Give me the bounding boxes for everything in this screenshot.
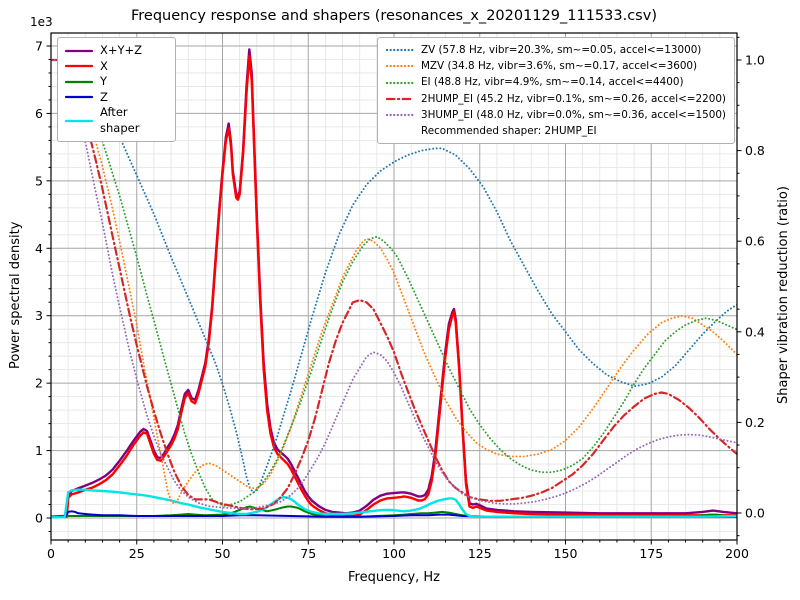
legend-line-sample: [385, 113, 414, 117]
y-left-tick-label: 4: [35, 241, 43, 256]
legend-item-label: X: [100, 58, 108, 73]
y-right-tick-label: 1.0: [745, 53, 765, 68]
legend-item-label: ZV (57.8 Hz, vibr=20.3%, sm~=0.05, accel…: [420, 44, 702, 56]
x-axis-label: Frequency, Hz: [347, 570, 441, 585]
y-right-tick-label: 0.8: [745, 143, 765, 158]
y-left-tick-label: 5: [35, 173, 43, 188]
x-tick-label: 25: [129, 546, 145, 561]
legend-line-sample: [385, 97, 414, 100]
chart-title: Frequency response and shapers (resonanc…: [131, 8, 657, 24]
y-right-tick-label: 0.0: [745, 506, 765, 521]
legend-line-sample: [65, 65, 93, 68]
series-2HUMP_EI: [51, 58, 737, 511]
y-left-tick-label: 2: [35, 376, 43, 391]
legend-item-label: After shaper: [100, 105, 140, 135]
legend-item: 3HUMP_EI (48.0 Hz, vibr=0.0%, sm~=0.36, …: [385, 107, 726, 123]
legend-item: Recommended shaper: 2HUMP_EI: [386, 123, 726, 139]
legend-item-label: Z: [100, 89, 108, 104]
series-MZV: [51, 59, 737, 505]
series-3HUMP_EI: [51, 59, 737, 510]
legend-item: EI (48.8 Hz, vibr=4.9%, sm~=0.14, accel<…: [385, 74, 726, 90]
y-right-tick-label: 0.2: [745, 415, 765, 430]
x-tick-label: 200: [725, 546, 749, 561]
legend-line-sample: [385, 48, 414, 52]
y-right-tick-label: 0.6: [745, 234, 765, 249]
legend-item: MZV (34.8 Hz, vibr=3.6%, sm~=0.17, accel…: [385, 58, 726, 74]
legend-item: X+Y+Z: [65, 43, 166, 59]
y-right-axis-label: Shaper vibration reduction (ratio): [776, 186, 791, 404]
y-left-tick-label: 7: [35, 38, 43, 53]
legend-item-label: Recommended shaper: 2HUMP_EI: [420, 125, 597, 138]
y-left-tick-label: 3: [35, 308, 43, 323]
y-right-tick-label: 0.4: [745, 324, 765, 339]
series-ZV: [51, 59, 737, 494]
legend-item: X: [65, 59, 166, 75]
shaper-legend: ZV (57.8 Hz, vibr=20.3%, sm~=0.05, accel…: [376, 37, 735, 145]
y-left-tick-label: 6: [35, 106, 43, 121]
y-left-axis-label: Power spectral density: [8, 221, 23, 369]
legend-item: After shaper: [65, 105, 166, 136]
legend-item: Y: [65, 74, 166, 90]
legend-line-sample: [65, 80, 93, 83]
x-tick-label: 0: [47, 546, 55, 561]
legend-item: Z: [65, 90, 166, 106]
legend-line-sample: [385, 81, 414, 84]
x-tick-label: 100: [382, 546, 406, 561]
y-axis-multiplier: 1e3: [30, 15, 53, 29]
legend-item-label: 3HUMP_EI (48.0 Hz, vibr=0.0%, sm~=0.36, …: [420, 108, 726, 121]
x-tick-label: 50: [215, 546, 231, 561]
legend-item: 2HUMP_EI (45.2 Hz, vibr=0.1%, sm~=0.26, …: [385, 91, 726, 107]
legend-item-label: 2HUMP_EI (45.2 Hz, vibr=0.1%, sm~=0.26, …: [420, 92, 726, 105]
x-tick-label: 125: [468, 546, 492, 561]
series-Z: [51, 510, 737, 519]
y-left-tick-label: 0: [35, 511, 43, 526]
legend-line-sample: [65, 119, 93, 122]
x-tick-label: 175: [639, 546, 663, 561]
legend-item-label: EI (48.8 Hz, vibr=4.9%, sm~=0.14, accel<…: [420, 76, 684, 89]
legend-item-label: X+Y+Z: [100, 43, 143, 57]
legend-line-sample: [385, 65, 414, 68]
legend-line-sample: [65, 49, 93, 52]
x-tick-label: 150: [554, 546, 578, 561]
psd-legend: X+Y+Z X Y Z After shaper: [57, 37, 176, 142]
x-tick-label: 75: [300, 546, 316, 561]
series-After shaper: [51, 488, 737, 519]
legend-item-label: Y: [100, 74, 108, 88]
legend-line-sample: [65, 96, 93, 99]
y-left-tick-label: 1: [35, 443, 43, 458]
series-EI: [51, 59, 737, 508]
legend-item-label: MZV (34.8 Hz, vibr=3.6%, sm~=0.17, accel…: [420, 60, 698, 73]
legend-item: ZV (57.8 Hz, vibr=20.3%, sm~=0.05, accel…: [385, 42, 726, 58]
